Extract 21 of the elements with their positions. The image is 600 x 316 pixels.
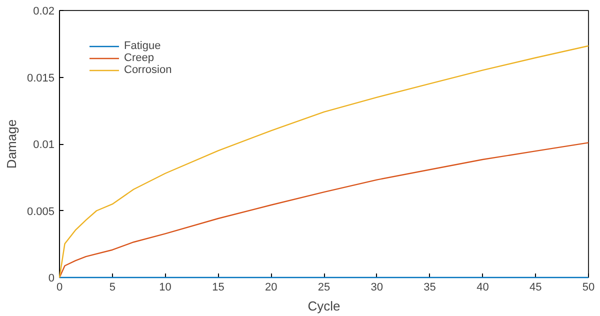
legend-label: Creep	[124, 52, 154, 64]
x-tick-label: 30	[370, 282, 384, 294]
x-tick-label: 25	[318, 282, 330, 294]
x-tick-label: 45	[529, 282, 542, 294]
legend-label: Corrosion	[124, 64, 172, 76]
x-tick-label: 15	[212, 282, 224, 294]
legend-label: Fatigue	[124, 40, 161, 52]
y-tick-label: 0	[48, 272, 55, 284]
x-axis-title: Cycle	[308, 298, 340, 314]
x-tick-label: 10	[159, 282, 172, 294]
x-tick-label: 35	[424, 282, 436, 294]
x-tick-label: 40	[476, 282, 489, 294]
y-tick-label: 0.01	[33, 139, 55, 151]
x-tick-label: 5	[109, 282, 116, 294]
y-axis-title: Damage	[4, 119, 19, 169]
y-tick-label: 0.02	[33, 6, 55, 18]
x-tick-label: 20	[264, 282, 278, 294]
x-tick-label: 0	[56, 282, 63, 294]
y-tick-label: 0.015	[26, 72, 55, 84]
y-tick-label: 0.005	[26, 206, 55, 218]
x-tick-label: 50	[582, 282, 595, 294]
